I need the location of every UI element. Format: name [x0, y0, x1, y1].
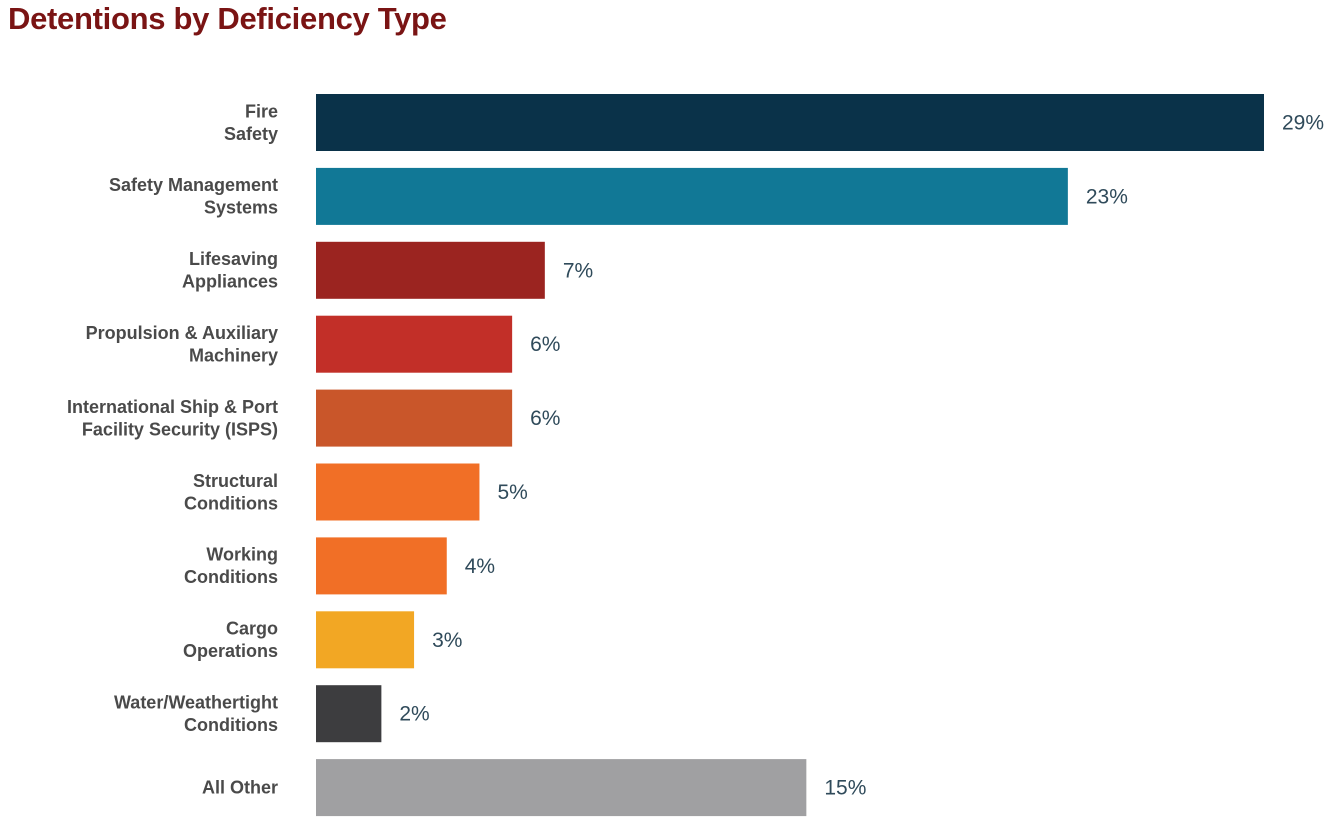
chart-title: Detentions by Deficiency Type	[8, 1, 447, 36]
value-label-8: 2%	[399, 703, 429, 726]
category-label-6: Working Conditions	[184, 545, 278, 588]
value-label-2: 7%	[563, 259, 593, 282]
category-label-3: Propulsion & Auxiliary Machinery	[86, 323, 278, 366]
value-label-6: 4%	[465, 555, 495, 578]
value-label-5: 5%	[497, 481, 527, 504]
category-label-1: Safety Management Systems	[109, 175, 278, 218]
bar-8	[316, 685, 382, 743]
category-label-9: All Other	[202, 778, 278, 798]
bar-0	[316, 94, 1264, 151]
value-label-7: 3%	[432, 629, 462, 652]
bar-3	[316, 315, 513, 373]
category-label-0: Fire Safety	[224, 101, 278, 144]
category-label-8: Water/Weathertight Conditions	[114, 692, 278, 735]
bar-2	[316, 241, 545, 299]
value-label-3: 6%	[530, 333, 560, 356]
value-label-1: 23%	[1086, 185, 1128, 208]
value-label-4: 6%	[530, 407, 560, 430]
bars-group: 29% Fire Safety 23% Safety Management Systems…	[67, 94, 1324, 817]
bar-6	[316, 537, 447, 595]
bar-9	[316, 759, 807, 817]
bar-1	[316, 167, 1068, 225]
category-label-2: Lifesaving Appliances	[182, 249, 278, 292]
value-label-0: 29%	[1282, 112, 1324, 135]
bar-7	[316, 611, 415, 669]
category-label-7: Cargo Operations	[183, 619, 278, 662]
category-label-5: Structural Conditions	[184, 471, 278, 514]
bar-5	[316, 463, 480, 521]
value-label-9: 15%	[824, 777, 866, 800]
category-label-4: International Ship & Port Facility Securi…	[67, 397, 278, 440]
bar-4	[316, 389, 513, 447]
